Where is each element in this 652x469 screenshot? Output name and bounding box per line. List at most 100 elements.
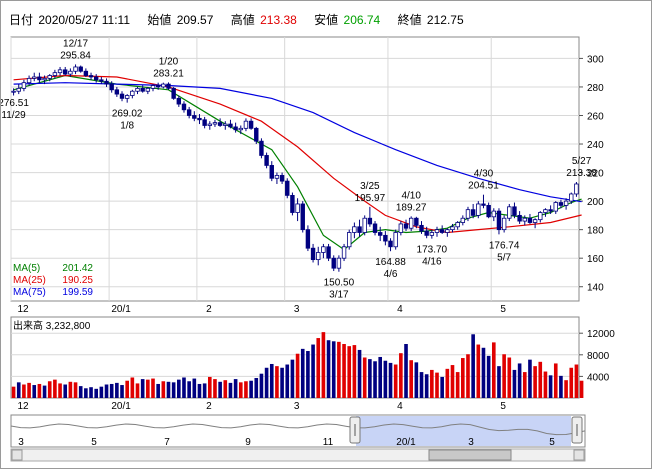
legend-name: MA(5) <box>13 263 40 274</box>
candle-body <box>171 87 176 99</box>
annotation-date: 5/7 <box>497 252 511 263</box>
candle-body <box>429 232 435 236</box>
candle-body <box>207 123 213 126</box>
candle-body <box>362 217 367 233</box>
volume-bar <box>285 364 290 398</box>
volume-bar <box>233 379 238 398</box>
volume-bar <box>383 360 388 398</box>
volume-bar <box>73 382 78 398</box>
volume-bar <box>497 366 501 398</box>
annotation-price: 204.51 <box>468 181 499 192</box>
candle-body <box>445 229 450 233</box>
volume-bar <box>435 372 439 398</box>
navigator-label: 11 <box>323 437 334 448</box>
volume-bar <box>42 385 47 398</box>
annotation-price: 283.21 <box>153 68 184 79</box>
candle-body <box>47 75 52 79</box>
x-tick-label: 5 <box>500 304 506 315</box>
volume-bar <box>512 369 517 398</box>
candle-body <box>11 90 16 93</box>
volume-bar <box>368 359 372 398</box>
volume-bar <box>84 388 88 398</box>
volume-bar <box>569 367 574 398</box>
volume-bar <box>538 361 543 398</box>
candle-body <box>574 183 579 195</box>
volume-bar <box>166 381 171 398</box>
candle-body <box>398 223 404 233</box>
volume-bar <box>238 382 243 398</box>
candle-body <box>383 234 388 242</box>
low-label: 安値 <box>314 13 339 27</box>
candle-body <box>21 82 27 89</box>
volume-tick-label: 4000 <box>587 372 610 383</box>
volume-bar <box>140 379 145 398</box>
volume-bar <box>207 376 212 398</box>
volume-bar <box>120 385 124 398</box>
annotation-date: 3/25 <box>360 181 380 192</box>
volume-bar <box>424 374 429 398</box>
volume-bar <box>388 362 393 398</box>
candle-body <box>347 232 352 248</box>
volume-bar <box>171 382 176 398</box>
volume-bar <box>502 354 506 398</box>
candle-body <box>507 206 512 219</box>
volume-bar <box>177 379 181 398</box>
volume-bar <box>295 353 300 398</box>
volume-bar <box>399 353 403 398</box>
candle-body <box>538 212 543 221</box>
candle-body <box>476 203 481 216</box>
volume-bar <box>223 380 228 398</box>
volume-bar <box>306 351 310 398</box>
volume-bar <box>192 378 197 398</box>
volume-bar <box>419 372 424 398</box>
volume-tick-label: 12000 <box>587 329 615 340</box>
annotation-date: 12/17 <box>63 38 88 49</box>
candle-body <box>439 229 445 233</box>
scroll-right-button[interactable] <box>573 449 585 461</box>
candle-body <box>377 232 383 236</box>
volume-bar <box>486 355 491 398</box>
candle-body <box>192 115 197 119</box>
candle-body <box>114 89 120 95</box>
navigator-label: 3 <box>18 437 24 448</box>
candle-body <box>455 222 460 228</box>
volume-bar <box>450 365 455 398</box>
candle-body <box>52 72 58 76</box>
price-tick-label: 160 <box>587 254 604 265</box>
candle-body <box>491 210 497 218</box>
volume-bar <box>342 344 346 398</box>
volume-bar <box>78 386 83 398</box>
candle-body <box>145 87 151 92</box>
x-tick-label: 12 <box>17 304 29 315</box>
annotation-price: 176.74 <box>489 240 520 251</box>
candle-body <box>150 85 156 89</box>
volume-bar <box>476 344 481 398</box>
annotation-price: 276.51 <box>1 98 29 109</box>
candle-body <box>316 252 321 261</box>
volume-bar <box>53 379 57 398</box>
volume-bar <box>22 384 26 398</box>
volume-bar <box>187 381 191 398</box>
volume-bar <box>151 378 155 398</box>
volume-bar <box>182 377 186 398</box>
candle-body <box>305 229 311 249</box>
price-tick-label: 180 <box>587 226 604 237</box>
candle-body <box>465 209 471 219</box>
annotation-date: 1/20 <box>159 56 179 67</box>
volume-bar <box>533 366 537 398</box>
volume-bar <box>290 359 295 398</box>
navigator-scrollbar-thumb[interactable] <box>428 449 512 461</box>
candle-body <box>310 247 316 261</box>
volume-bar <box>409 360 413 398</box>
navigator-label: 9 <box>245 437 251 448</box>
candle-body <box>78 66 83 72</box>
open-label: 始値 <box>147 13 172 27</box>
candle-body <box>109 83 114 91</box>
ma-line <box>13 82 582 203</box>
volume-bar <box>445 368 450 398</box>
ma-line <box>13 74 582 234</box>
volume-bar <box>347 346 352 398</box>
scroll-left-button[interactable] <box>11 449 23 461</box>
volume-bar <box>553 363 558 398</box>
